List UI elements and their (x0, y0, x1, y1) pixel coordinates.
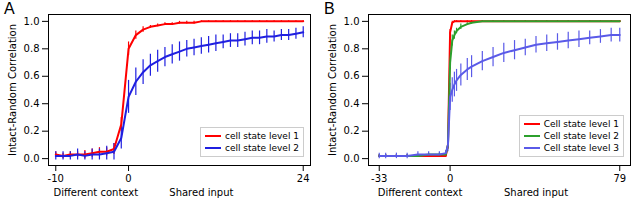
svg-text:0.0: 0.0 (344, 153, 360, 164)
svg-text:Shared input: Shared input (169, 187, 233, 198)
html-text:cell state level 2: cell state level 2 (225, 143, 299, 153)
svg-text:-33: -33 (371, 173, 387, 184)
svg-text:0.8: 0.8 (344, 43, 360, 54)
html-text:Cell state level 3: Cell state level 3 (543, 143, 619, 153)
svg-text:0.0: 0.0 (24, 153, 40, 164)
html-text:B: B (324, 0, 335, 17)
svg-text:Shared input: Shared input (504, 187, 568, 198)
svg-text:-10: -10 (48, 173, 64, 184)
svg-text:0: 0 (447, 173, 453, 184)
svg-text:0.6: 0.6 (344, 70, 360, 81)
svg-text:Intact-Random Correlation: Intact-Random Correlation (7, 24, 18, 156)
svg-text:24: 24 (297, 173, 310, 184)
svg-text:0.2: 0.2 (24, 125, 40, 136)
html-text:Cell state level 1: Cell state level 1 (543, 119, 619, 129)
svg-text:Intact-Random Correlation: Intact-Random Correlation (327, 24, 338, 156)
svg-text:1.0: 1.0 (344, 16, 360, 27)
svg-text:0.4: 0.4 (344, 98, 360, 109)
html-text:cell state level 1: cell state level 1 (225, 131, 299, 141)
svg-text:Different context: Different context (53, 187, 138, 198)
svg-text:0.2: 0.2 (344, 125, 360, 136)
html-text:A: A (4, 0, 15, 17)
svg-text:79: 79 (613, 173, 626, 184)
svg-text:0.8: 0.8 (24, 43, 40, 54)
svg-text:0.6: 0.6 (24, 70, 40, 81)
svg-text:Different context: Different context (378, 187, 463, 198)
html-text:Cell state level 2: Cell state level 2 (543, 131, 619, 141)
svg-text:1.0: 1.0 (24, 16, 40, 27)
svg-text:0: 0 (125, 173, 131, 184)
svg-text:0.4: 0.4 (24, 98, 40, 109)
